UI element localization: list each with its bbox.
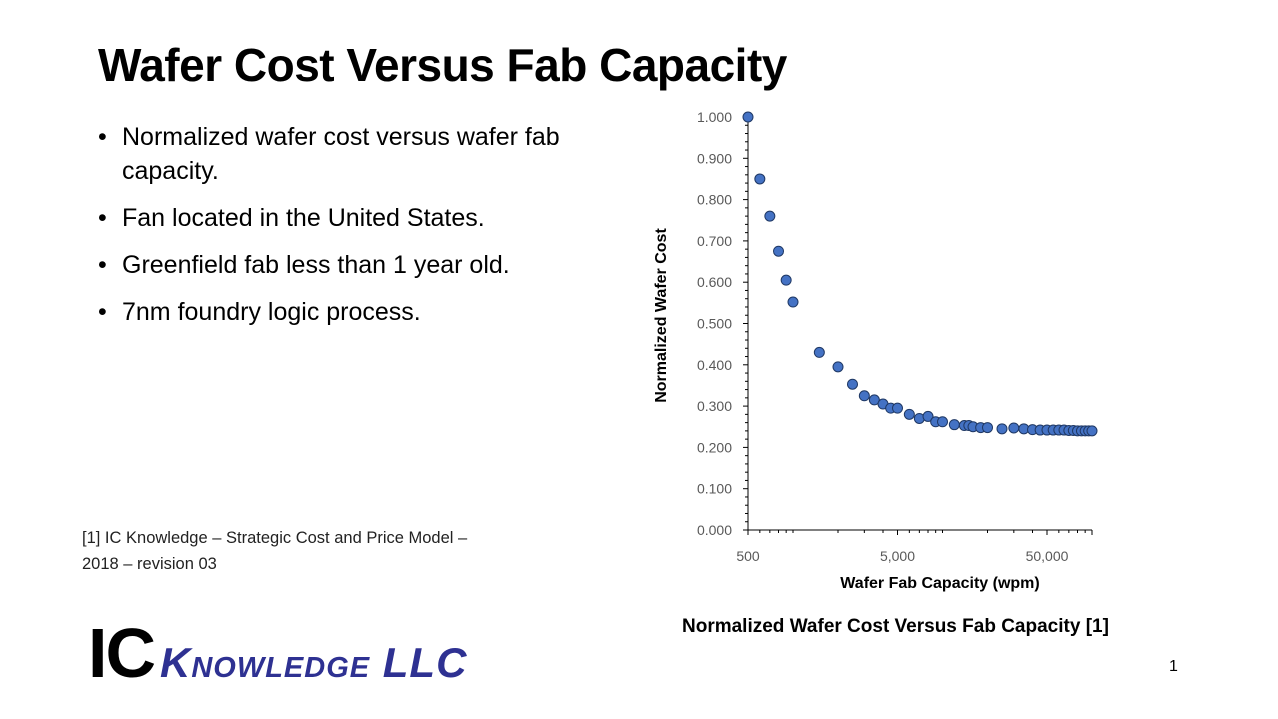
y-tick-label: 0.600 <box>697 274 732 290</box>
company-logo: IC Knowledge LLC <box>88 618 467 688</box>
data-point <box>764 210 776 222</box>
y-axis-title: Normalized Wafer Cost <box>653 228 670 403</box>
x-axis-title: Wafer Fab Capacity (wpm) <box>840 575 1039 592</box>
y-tick-label: 0.200 <box>697 439 732 455</box>
bullet-dot: • <box>98 251 107 279</box>
data-point <box>780 274 792 286</box>
x-tick-label: 5,000 <box>880 548 915 564</box>
y-tick-label: 0.700 <box>697 233 732 249</box>
data-point <box>773 245 785 257</box>
data-point <box>948 419 960 431</box>
y-tick-label: 0.900 <box>697 150 732 166</box>
slide-title: Wafer Cost Versus Fab Capacity <box>98 39 787 91</box>
reference-line: [1] IC Knowledge – Strategic Cost and Pr… <box>82 529 468 547</box>
bullet-item: • Fan located in the United States. <box>98 201 618 235</box>
bullet-item: • 7nm foundry logic process. <box>98 295 618 329</box>
y-tick-label: 0.000 <box>697 522 732 538</box>
y-tick-label: 0.800 <box>697 192 732 208</box>
chart-caption: Normalized Wafer Cost Versus Fab Capacit… <box>682 616 1109 637</box>
data-point <box>742 111 754 123</box>
bullet-dot: • <box>98 204 107 232</box>
bullet-text: 7nm foundry logic process. <box>122 298 421 326</box>
bullet-dot: • <box>98 298 107 326</box>
page-number: 1 <box>1169 658 1178 675</box>
data-point <box>996 423 1008 435</box>
bullet-item: • Greenfield fab less than 1 year old. <box>98 248 618 282</box>
bullet-text: Normalized wafer cost versus wafer fab c… <box>122 123 560 185</box>
data-point <box>832 361 844 373</box>
data-point <box>1086 425 1098 437</box>
data-point <box>868 394 880 406</box>
data-point <box>858 390 870 402</box>
bullet-dot: • <box>98 123 107 151</box>
y-tick-label: 0.400 <box>697 357 732 373</box>
data-point <box>813 346 825 358</box>
bullet-text: Fan located in the United States. <box>122 204 485 232</box>
data-point <box>982 422 994 434</box>
reference-note: [1] IC Knowledge – Strategic Cost and Pr… <box>82 525 552 577</box>
data-point <box>754 173 766 185</box>
data-point <box>922 410 934 422</box>
data-point <box>787 296 799 308</box>
y-tick-label: 0.100 <box>697 481 732 497</box>
y-tick-label: 0.300 <box>697 398 732 414</box>
y-tick-label: 0.500 <box>697 316 732 332</box>
x-tick-label: 500 <box>736 548 760 564</box>
data-point <box>937 416 949 428</box>
reference-line: 2018 – revision 03 <box>82 555 217 573</box>
data-point <box>846 378 858 390</box>
bullet-list: • Normalized wafer cost versus wafer fab … <box>98 120 618 342</box>
data-point <box>1008 422 1020 434</box>
scatter-chart: 0.000 0.100 0.200 0.300 0.400 0.500 0.600 0.700… <box>653 109 1098 592</box>
logo-ic-text: IC <box>88 614 156 692</box>
data-point <box>903 408 915 420</box>
logo-name-text: Knowledge LLC <box>160 639 468 686</box>
y-tick-label: 1.000 <box>697 109 732 125</box>
data-point <box>891 402 903 414</box>
bullet-text: Greenfield fab less than 1 year old. <box>122 251 510 279</box>
bullet-item: • Normalized wafer cost versus wafer fab … <box>98 120 618 188</box>
x-tick-label: 50,000 <box>1026 548 1069 564</box>
